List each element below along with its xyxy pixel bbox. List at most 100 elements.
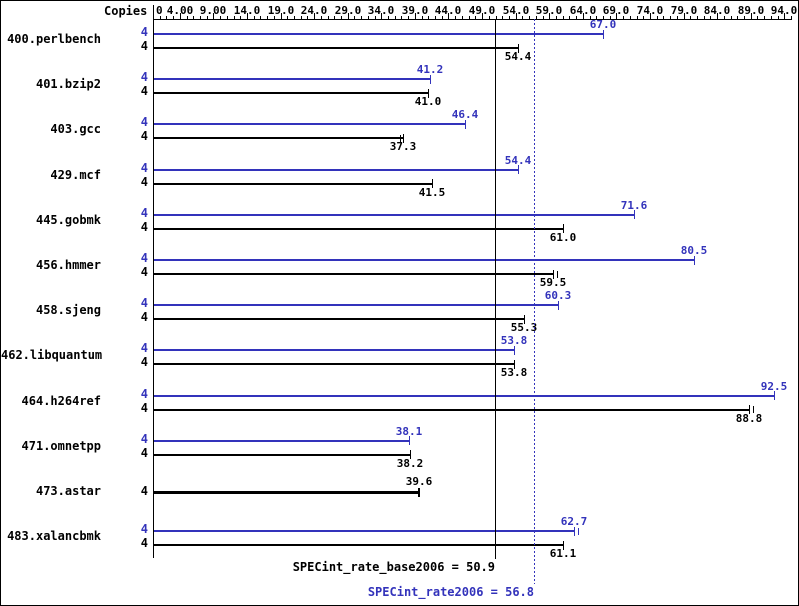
axis-tick-label: 64.0 [569,4,597,17]
benchmark-name: 471.omnetpp [21,439,101,453]
axis-tick-label: 44.0 [434,4,462,17]
copies-value-peak: 4 [140,70,148,84]
copies-value-peak: 4 [140,206,148,220]
peak-bar-cap [409,436,410,445]
base-bar [154,363,514,365]
axis-tick [522,16,523,19]
peak-bar [154,530,574,532]
axis-tick [234,16,235,19]
axis-tick [173,16,174,19]
base-bar [154,137,403,139]
base-mean-line [495,19,496,559]
copies-value-base: 4 [140,175,148,189]
axis-tick-label: 34.0 [367,4,395,17]
axis-tick [381,13,382,19]
axis-tick-label: 19.0 [267,4,295,17]
axis-tick [596,16,597,19]
axis-tick [684,13,685,19]
peak-summary-label: SPECint_rate2006 = 56.8 [367,585,534,599]
base-bar-cap [403,134,404,143]
peak-value-label: 62.7 [560,515,588,528]
axis-tick [737,16,738,19]
axis-tick-label: 39.0 [401,4,429,17]
benchmark-name: 456.hmmer [35,258,101,272]
axis-tick [193,16,194,19]
copies-value-base: 4 [140,220,148,234]
axis-tick [462,16,463,19]
axis-tick [388,16,389,19]
copies-value-peak: 4 [140,387,148,401]
benchmark-name: 473.astar [35,484,101,498]
axis-tick [670,16,671,19]
axis-tick [247,13,248,19]
axis-tick [354,16,355,19]
axis-tick [704,16,705,19]
axis-tick [448,13,449,19]
base-run-tick [753,406,754,413]
base-value-label: 39.6 [405,475,433,488]
base-bar-cap [418,488,420,497]
axis-tick [630,16,631,19]
base-value-label: 53.8 [500,366,528,379]
peak-bar-cap [518,165,519,174]
axis-tick [543,16,544,19]
axis-tick-label: 54.0 [502,4,530,17]
axis-tick [455,16,456,19]
axis-tick [697,16,698,19]
peak-value-label: 38.1 [395,425,423,438]
peak-bar [154,440,409,442]
axis-tick [516,13,517,19]
axis-tick [287,16,288,19]
copies-value-peak: 4 [140,251,148,265]
x-axis-line [153,19,792,20]
copies-value-peak: 4 [140,25,148,39]
base-bar-cap [410,450,411,459]
peak-bar-cap [694,256,695,265]
axis-tick [334,16,335,19]
base-bar [154,454,410,456]
axis-tick [180,13,181,19]
axis-tick [784,13,785,19]
axis-tick [401,16,402,19]
peak-bar [154,169,518,171]
copies-header: Copies [104,4,148,18]
axis-tick [778,16,779,19]
axis-tick [281,13,282,19]
axis-tick [227,16,228,19]
axis-tick [563,16,564,19]
axis-tick [677,16,678,19]
peak-bar [154,349,514,351]
peak-run-tick [578,528,579,535]
axis-tick [663,16,664,19]
base-bar [154,318,524,320]
axis-tick [771,16,772,19]
base-value-label: 37.3 [389,140,417,153]
copies-value-base: 4 [140,129,148,143]
base-value-label: 41.0 [414,95,442,108]
axis-tick [368,16,369,19]
axis-tick [274,16,275,19]
axis-tick [166,16,167,19]
peak-value-label: 71.6 [620,199,648,212]
base-bar-cap [563,224,564,233]
copies-value-peak: 4 [140,432,148,446]
axis-tick [610,16,611,19]
axis-tick [294,16,295,19]
peak-bar [154,214,634,216]
copies-value-peak: 4 [140,522,148,536]
base-bar-cap [563,541,564,550]
axis-tick-label: 0 [156,4,163,17]
axis-tick-label: 89.0 [737,4,765,17]
axis-tick [375,16,376,19]
peak-bar-cap [558,301,559,310]
base-bar [154,228,563,230]
axis-tick [422,16,423,19]
base-bar [154,544,563,546]
axis-tick [623,16,624,19]
copies-value-peak: 4 [140,115,148,129]
axis-tick [657,16,658,19]
peak-value-label: 54.4 [504,154,532,167]
peak-value-label: 46.4 [451,108,479,121]
base-bar-cap [518,44,519,53]
